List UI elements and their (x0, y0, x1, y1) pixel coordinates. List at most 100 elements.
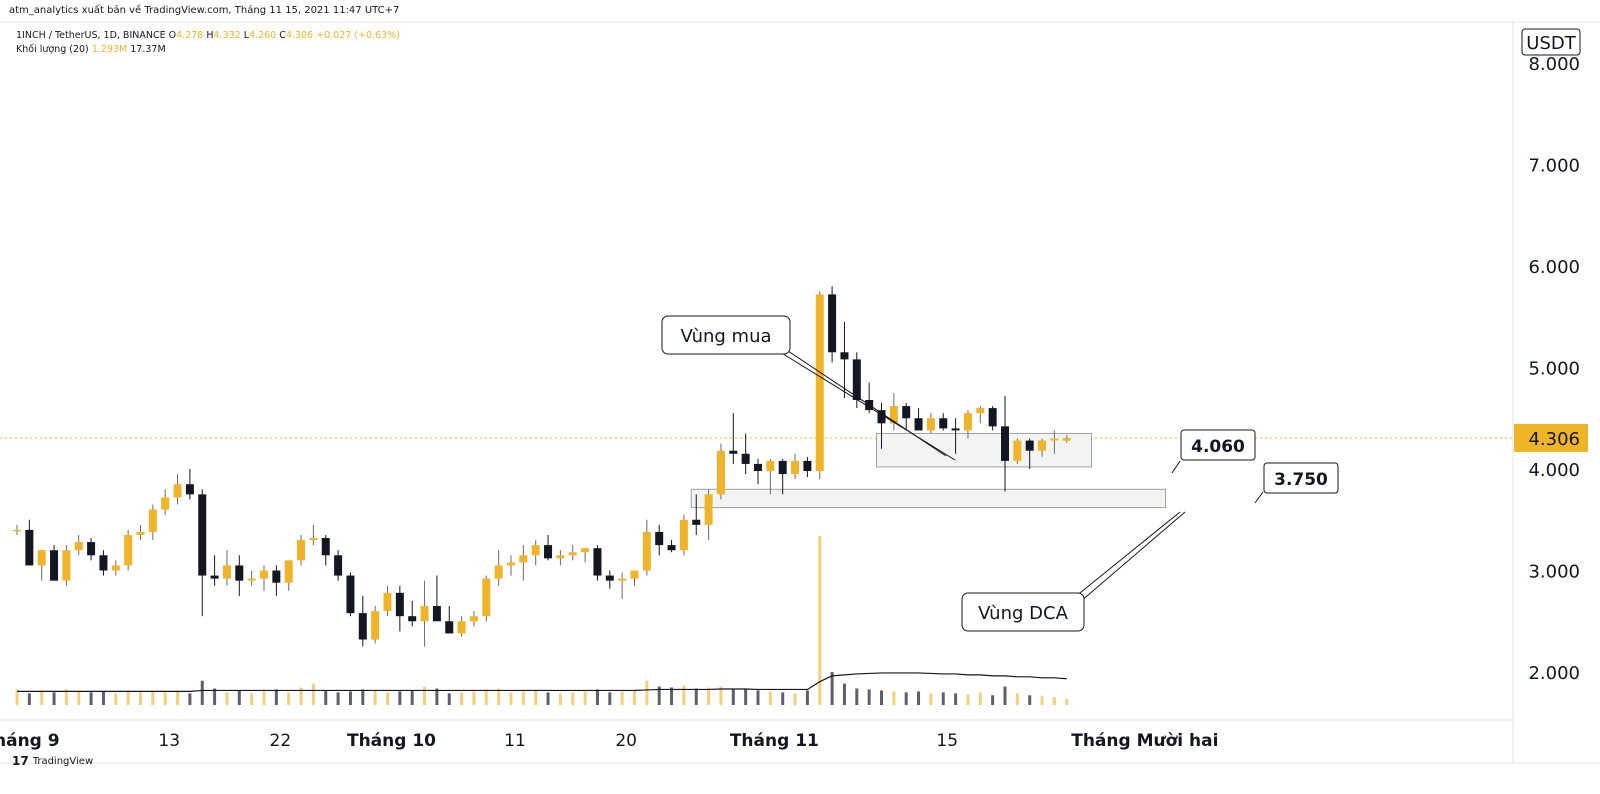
candle (494, 550, 503, 586)
candle (37, 550, 46, 581)
volume-bar (1015, 693, 1019, 705)
close-value: 4.306 (285, 30, 314, 41)
volume-bar (1003, 686, 1007, 705)
candle (1013, 438, 1022, 464)
candle (13, 524, 21, 535)
vung-mua-leader-a (779, 351, 956, 461)
volume-bar (991, 695, 995, 705)
vung-dca-callout[interactable]: Vùng DCA (961, 592, 1085, 632)
volume-bar (558, 693, 562, 705)
candle (25, 519, 34, 566)
volume-bar (694, 688, 698, 705)
candle (74, 534, 83, 556)
candle (383, 585, 392, 617)
candle (741, 433, 750, 475)
volume-bar (978, 692, 982, 705)
symbol-label[interactable]: 1INCH / TetherUS, 1D, BINANCE (16, 30, 166, 41)
candle (939, 413, 948, 431)
candle (803, 456, 812, 478)
volume-ma-value: 17.37M (130, 44, 166, 55)
candle (568, 545, 577, 561)
candle (334, 550, 343, 581)
volume-bar (447, 693, 451, 705)
price-label-4060[interactable]: 4.060 (1180, 429, 1256, 461)
volume-bar (114, 693, 118, 705)
volume-bar (139, 692, 142, 705)
candle (198, 489, 207, 617)
candle (99, 550, 108, 576)
candle (766, 458, 775, 495)
volume-bar (361, 689, 365, 705)
volume-bar (188, 693, 192, 705)
candle (729, 413, 738, 464)
volume-bar (929, 693, 933, 705)
candle (605, 570, 614, 589)
volume-bar (1040, 696, 1044, 705)
candle (235, 555, 244, 596)
volume-bar (435, 688, 439, 705)
vung-mua-callout[interactable]: Vùng mua (661, 315, 791, 355)
candle (791, 453, 800, 480)
volume-bar (262, 691, 266, 705)
vung-dca-leader-a (1079, 511, 1186, 603)
volume-bar (954, 693, 958, 705)
volume-bar (645, 680, 649, 705)
low-value: 4.260 (249, 30, 277, 41)
tradingview-footer[interactable]: 17 TradingView (12, 754, 93, 768)
candle (148, 504, 157, 541)
volume-bar (324, 690, 328, 705)
candle (593, 545, 602, 581)
ohlc-legend: 1INCH / TetherUS, 1D, BINANCE O4.278 H4.… (16, 30, 400, 41)
volume-bar (620, 691, 624, 705)
vung-mua-leader-b (781, 346, 947, 457)
publish-header: atm_analytics xuất bản về TradingView.co… (9, 5, 400, 16)
volume-bar (101, 691, 105, 705)
candle (581, 548, 590, 563)
candle (815, 291, 824, 480)
volume-bar (904, 692, 908, 705)
volume-bar (213, 688, 217, 705)
candle (655, 524, 664, 556)
candle (161, 489, 170, 515)
volume-bar (521, 691, 525, 705)
vung-mua-zone[interactable] (876, 432, 1092, 468)
volume-bar (200, 680, 204, 705)
volume-bar (77, 691, 81, 705)
volume-bar (225, 692, 229, 705)
candle (852, 352, 861, 409)
price-label-3750[interactable]: 3.750 (1263, 462, 1339, 494)
currency-badge[interactable]: USDT (1521, 28, 1581, 56)
volume-bar (707, 687, 711, 705)
volume-bar (1028, 695, 1032, 705)
candle (544, 534, 553, 561)
volume-bar (64, 689, 68, 705)
vung-dca-zone[interactable] (690, 488, 1167, 509)
tradingview-brand: TradingView (32, 755, 94, 767)
volume-bar (818, 536, 822, 705)
volume-legend: Khối lượng (20) 1.293M 17.37M (16, 44, 166, 55)
volume-bar (830, 671, 834, 705)
low-key: L (243, 30, 250, 41)
volume-bar (373, 690, 377, 705)
candle (630, 570, 639, 586)
candle (50, 545, 59, 581)
close-key: C (279, 30, 286, 41)
candle (260, 565, 268, 591)
volume-bar (497, 688, 501, 705)
volume-label[interactable]: Khối lượng (20) (16, 44, 89, 55)
price-label-4060-text: 4.060 (1191, 437, 1245, 457)
volume-bar (274, 689, 278, 705)
candle (914, 408, 923, 431)
candle (408, 600, 417, 627)
candle (976, 406, 985, 424)
candle (272, 565, 281, 596)
volume-bar (731, 689, 735, 705)
high-value: 4.332 (213, 30, 241, 41)
volume-bar (237, 690, 241, 705)
volume-bar (880, 690, 883, 705)
change-value: +0.027 (+0.63%) (316, 30, 400, 41)
volume-bar (386, 692, 389, 705)
volume-bar (287, 692, 291, 705)
volume-bar (15, 689, 19, 705)
